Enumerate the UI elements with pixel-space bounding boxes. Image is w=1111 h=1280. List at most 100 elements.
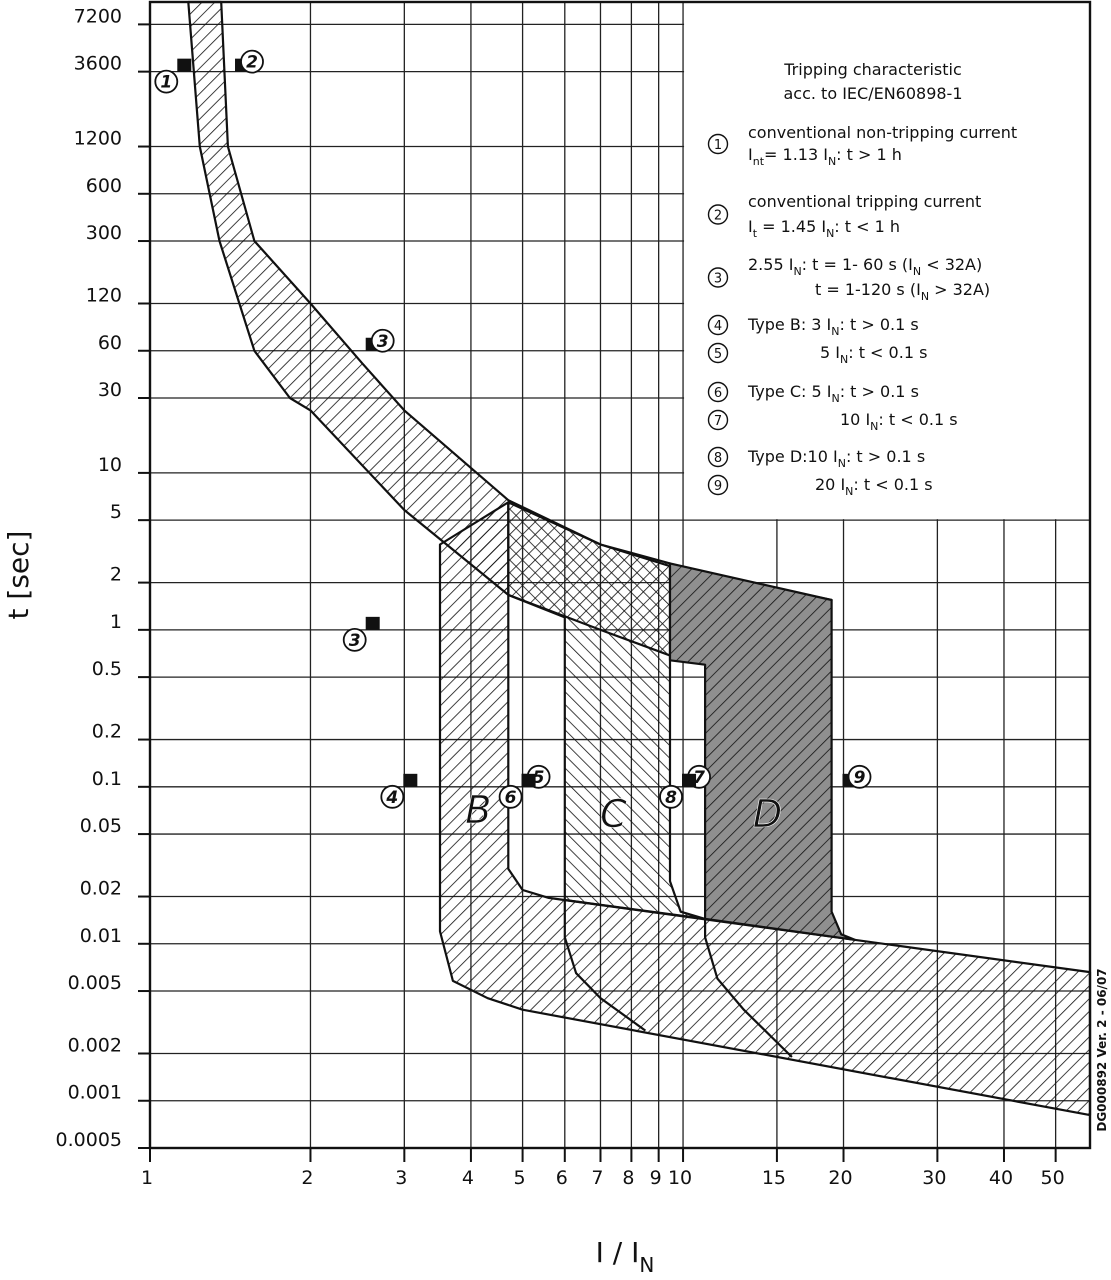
marker: 9 (842, 764, 872, 789)
y-tick-label: 0.01 (80, 925, 122, 947)
text-part: : t < 1 h (834, 217, 900, 236)
y-tick-label: 3600 (74, 53, 122, 75)
subscript: N (845, 485, 853, 498)
y-tick-label: 0.0005 (56, 1129, 122, 1151)
legend-text: conventional tripping current (748, 192, 981, 211)
subscript: N (831, 325, 839, 338)
regions: B C D (187, 0, 1092, 1117)
x-tick-label: 3 (395, 1167, 407, 1189)
y-tick-label: 30 (98, 379, 122, 401)
y-tick-label: 300 (86, 222, 122, 244)
marker-circle (498, 784, 523, 809)
x-axis-label: I / IN (596, 1236, 655, 1277)
subscript: N (826, 227, 834, 240)
y-axis-label: t [sec] (2, 531, 35, 620)
legend-number-circle (707, 381, 729, 403)
y-tick-label: 1200 (74, 128, 122, 150)
legend-number: 8 (714, 451, 722, 466)
subscript: N (639, 1253, 654, 1277)
text-part: = 1.13 I (764, 145, 828, 164)
text-part: : t > 0.1 s (846, 447, 925, 466)
text-part: = 1.45 I (757, 217, 826, 236)
region-label: B (465, 788, 491, 832)
marker-circle (240, 49, 264, 74)
text-part: > 32A) (929, 280, 990, 299)
text-part: : t > 1 h (836, 145, 902, 164)
legend-number: 1 (714, 138, 722, 153)
marker-label: 9 (854, 768, 866, 788)
legend-number: 7 (714, 414, 722, 429)
marker-flag (403, 773, 418, 787)
text-part: 20 I (815, 475, 845, 494)
text-part: Type B: 3 I (747, 315, 831, 334)
y-tick-label: 1 (110, 611, 122, 633)
legend-text: 20 IN: t < 0.1 s (815, 475, 933, 498)
x-tick-label: 20 (828, 1167, 852, 1189)
legend-number: 2 (714, 209, 722, 224)
region-label: D (753, 792, 782, 836)
marker-flag (521, 773, 536, 787)
marker-flag (365, 616, 380, 630)
legend-text: It = 1.45 IN: t < 1 h (748, 217, 900, 240)
y-tick-label: 0.005 (68, 972, 122, 994)
text-part: I (748, 217, 753, 236)
marker-circle (380, 784, 405, 809)
legend-number-circle (707, 133, 729, 155)
subscript: t (753, 227, 758, 240)
marker: 3 (342, 616, 380, 652)
y-tick-label: 0.001 (68, 1082, 122, 1104)
x-tick-label: 8 (622, 1167, 634, 1189)
legend-text: Type D:10 IN: t > 0.1 s (747, 447, 925, 470)
text-part: 2.55 I (748, 255, 793, 274)
marker-label: 8 (665, 788, 677, 808)
y-tick-label: 0.02 (80, 878, 122, 900)
y-tick-label: 600 (86, 175, 122, 197)
x-tick-label: 10 (668, 1167, 692, 1189)
text-part: : t > 0.1 s (840, 382, 919, 401)
marker-label: 4 (385, 788, 398, 808)
subscript: N (921, 290, 929, 303)
x-tick-label: 6 (556, 1167, 568, 1189)
marker-label: 3 (349, 631, 361, 651)
subscript: N (793, 265, 801, 278)
legend-text: Type C: 5 IN: t > 0.1 s (747, 382, 919, 405)
marker-label: 3 (377, 332, 389, 352)
legend-number: 5 (714, 347, 722, 362)
marker-circle (659, 784, 683, 809)
marker-circle (847, 764, 872, 789)
legend-number-circle (707, 409, 729, 431)
legend-text: conventional non-tripping current (748, 123, 1017, 142)
text-part: : t < 0.1 s (853, 475, 932, 494)
y-tick-label: 7200 (74, 5, 122, 27)
x-tick-label: 50 (1041, 1167, 1065, 1189)
legend-number: 9 (714, 479, 722, 494)
legend-number: 4 (714, 319, 722, 334)
subscript: N (840, 353, 848, 366)
marker: 1 (154, 58, 192, 94)
x-tick-label: 9 (650, 1167, 662, 1189)
text-part: : t < 0.1 s (848, 343, 927, 362)
legend-number-circle (707, 342, 729, 364)
marker-flag (682, 773, 697, 787)
y-tick-label: 0.002 (68, 1034, 122, 1056)
marker: 3 (365, 328, 395, 353)
boundary-curve (563, 900, 647, 1032)
text-part: < 32A) (921, 255, 982, 274)
legend-number: 3 (714, 272, 722, 287)
legend-box (684, 3, 1089, 520)
x-tick-label: 2 (301, 1167, 313, 1189)
text-part: conventional tripping current (748, 192, 981, 211)
marker-circle (342, 627, 367, 652)
legend-number-circle (707, 204, 729, 225)
y-tick-label: 0.5 (92, 658, 122, 680)
x-tick-label: 15 (762, 1167, 786, 1189)
marker-label: 5 (533, 768, 545, 788)
text-part: 10 I (840, 410, 870, 429)
legend-text: Type B: 3 IN: t > 0.1 s (747, 315, 919, 338)
text-part: Type D:10 I (747, 447, 838, 466)
plot-frame (148, 0, 1092, 1150)
x-tick-label: 30 (922, 1167, 946, 1189)
subscript: N (831, 392, 839, 405)
